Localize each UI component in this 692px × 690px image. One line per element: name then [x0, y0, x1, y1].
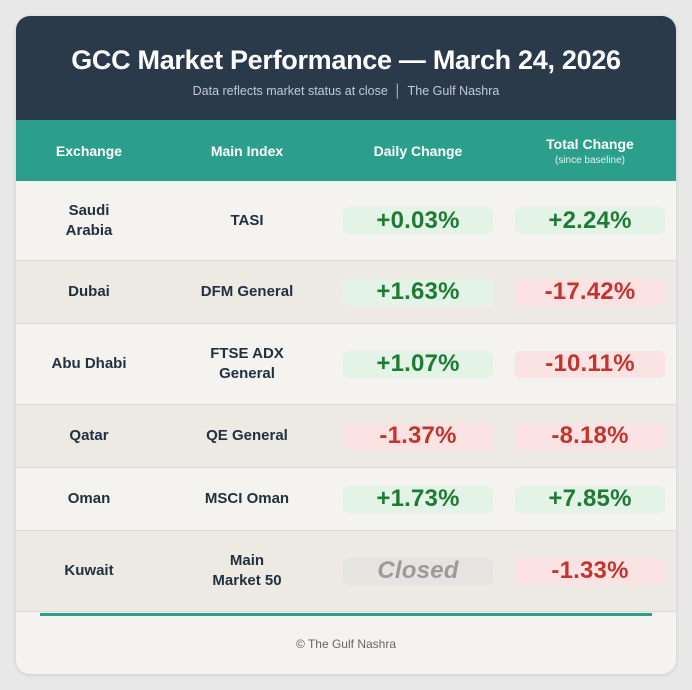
index-name: QE General	[206, 427, 288, 444]
daily-change-value: Closed	[343, 557, 493, 585]
table-row: Dubai DFM General +1.63% -17.42%	[16, 261, 676, 324]
index-name: Main Market 50	[212, 552, 282, 589]
table-row: Oman MSCI Oman +1.73% +7.85%	[16, 468, 676, 531]
exchange-cell: Abu Dhabi	[16, 324, 162, 404]
exchange-cell: Qatar	[16, 405, 162, 467]
total-change-value: +2.24%	[515, 207, 665, 234]
column-header-total-change: Total Change (since baseline)	[504, 120, 676, 181]
exchange-cell: Oman	[16, 468, 162, 530]
total-change-cell: +7.85%	[504, 468, 676, 530]
subtitle-separator: │	[393, 84, 402, 98]
index-cell: DFM General	[162, 261, 332, 323]
footer-divider	[40, 613, 652, 616]
table-row: Qatar QE General -1.37% -8.18%	[16, 405, 676, 468]
total-change-cell: -10.11%	[504, 324, 676, 404]
table-row: Abu Dhabi FTSE ADX General +1.07% -10.11%	[16, 324, 676, 405]
index-name: TASI	[230, 211, 264, 229]
table-header: Exchange Main Index Daily Change Total C…	[16, 120, 676, 181]
daily-change-value: -1.37%	[343, 422, 493, 450]
daily-change-value: +0.03%	[343, 207, 493, 234]
market-performance-card: GCC Market Performance — March 24, 2026 …	[16, 16, 676, 674]
daily-change-value: +1.73%	[343, 485, 493, 513]
exchange-name: Saudi Arabia	[65, 201, 113, 239]
daily-change-cell: -1.37%	[332, 405, 504, 467]
column-label: Main Index	[210, 142, 284, 159]
index-cell: Main Market 50	[162, 531, 332, 611]
column-label: Exchange	[55, 142, 123, 159]
total-change-value: -17.42%	[515, 278, 665, 306]
index-cell: MSCI Oman	[162, 468, 332, 530]
table-row: Saudi Arabia TASI +0.03% +2.24%	[16, 181, 676, 261]
table-row: Kuwait Main Market 50 Closed -1.33%	[16, 531, 676, 612]
table-body: Saudi Arabia TASI +0.03% +2.24% Dubai DFM Gen…	[16, 181, 676, 612]
total-change-value: -10.11%	[515, 350, 665, 378]
column-header-daily-change: Daily Change	[332, 120, 504, 181]
exchange-cell: Saudi Arabia	[16, 181, 162, 260]
index-name: MSCI Oman	[204, 490, 290, 507]
index-name: FTSE ADX General	[210, 345, 284, 382]
exchange-name: Qatar	[69, 427, 109, 444]
exchange-cell: Kuwait	[16, 531, 162, 611]
column-label: Daily Change	[373, 142, 463, 159]
total-change-cell: -8.18%	[504, 405, 676, 467]
exchange-name: Oman	[67, 490, 111, 507]
index-cell: QE General	[162, 405, 332, 467]
column-header-exchange: Exchange	[16, 120, 162, 181]
exchange-cell: Dubai	[16, 261, 162, 323]
total-change-cell: +2.24%	[504, 181, 676, 260]
total-change-value: -8.18%	[515, 422, 665, 450]
exchange-name: Dubai	[68, 283, 110, 300]
exchange-name: Kuwait	[64, 562, 114, 579]
column-header-main-index: Main Index	[162, 120, 332, 181]
exchange-name: Abu Dhabi	[51, 355, 127, 372]
index-cell: FTSE ADX General	[162, 324, 332, 404]
card-header: GCC Market Performance — March 24, 2026 …	[16, 16, 676, 120]
index-name: DFM General	[200, 283, 294, 300]
total-change-cell: -1.33%	[504, 531, 676, 611]
page-title: GCC Market Performance — March 24, 2026	[71, 45, 621, 75]
total-change-value: -1.33%	[515, 557, 665, 585]
subtitle: Data reflects market status at close │ The…	[16, 83, 676, 99]
daily-change-cell: +1.73%	[332, 468, 504, 530]
daily-change-cell: +0.03%	[332, 181, 504, 260]
daily-change-value: +1.07%	[343, 350, 493, 378]
total-change-cell: -17.42%	[504, 261, 676, 323]
daily-change-value: +1.63%	[343, 278, 493, 306]
column-sublabel: (since baseline)	[554, 154, 626, 166]
daily-change-cell: +1.07%	[332, 324, 504, 404]
subtitle-note: Data reflects market status at close	[192, 84, 388, 98]
footer-credit: © The Gulf Nashra	[296, 637, 396, 651]
daily-change-cell: +1.63%	[332, 261, 504, 323]
index-cell: TASI	[162, 181, 332, 260]
subtitle-source: The Gulf Nashra	[407, 84, 500, 98]
daily-change-cell: Closed	[332, 531, 504, 611]
total-change-value: +7.85%	[515, 485, 665, 513]
column-label: Total Change	[546, 135, 634, 152]
